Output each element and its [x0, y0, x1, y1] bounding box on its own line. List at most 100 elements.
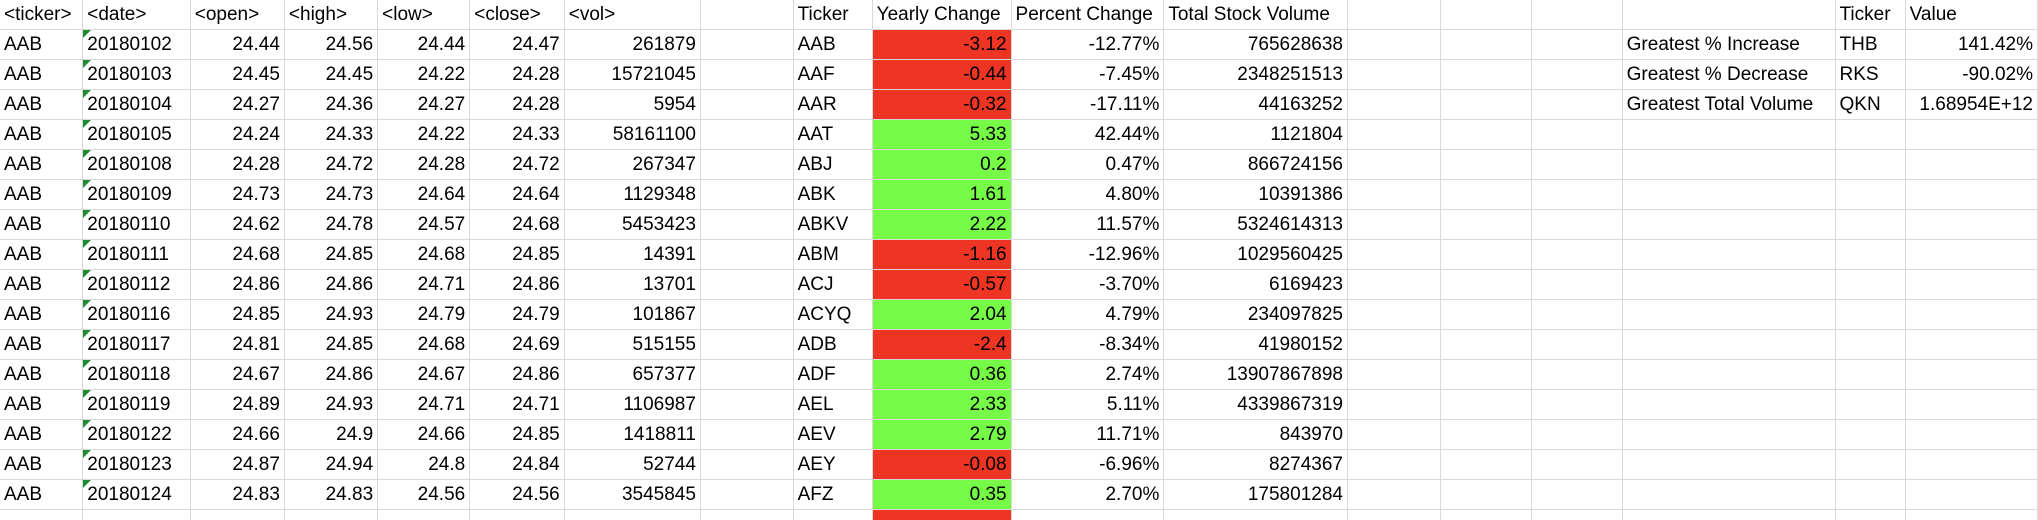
low-cell[interactable]: 24.64	[377, 179, 471, 210]
close-cell[interactable]: 24.69	[469, 329, 565, 360]
vol-cell[interactable]: 1106987	[564, 389, 701, 420]
yearly-change-cell[interactable]: 1.61	[872, 179, 1012, 210]
greatest-label-cell[interactable]: Greatest Total Volume	[1622, 89, 1836, 120]
vol-cell[interactable]: 3545845	[564, 479, 701, 510]
empty-cell[interactable]	[564, 509, 701, 520]
high-cell[interactable]: 24.78	[284, 209, 379, 240]
greatest-ticker-cell[interactable]: THB	[1835, 29, 1906, 60]
greatest-value-cell[interactable]: -90.02%	[1905, 59, 2038, 90]
total-volume-cell[interactable]: 10391386	[1163, 179, 1348, 210]
date-cell[interactable]: 20180110	[82, 209, 191, 240]
empty-cell[interactable]	[1905, 299, 2038, 330]
summary-ticker-cell[interactable]: ABJ	[793, 149, 873, 180]
open-cell[interactable]: 24.85	[190, 299, 285, 330]
empty-cell[interactable]	[1440, 419, 1532, 450]
empty-cell[interactable]	[700, 149, 794, 180]
empty-cell[interactable]	[1347, 239, 1441, 270]
empty-cell[interactable]	[1347, 29, 1441, 60]
empty-cell[interactable]	[1622, 359, 1836, 390]
date-cell[interactable]: 20180103	[82, 59, 191, 90]
high-cell[interactable]: 24.85	[284, 329, 379, 360]
empty-cell[interactable]	[700, 239, 794, 270]
low-cell[interactable]: 24.68	[377, 329, 471, 360]
percent-change-cell[interactable]: -12.96%	[1011, 239, 1165, 270]
summary-header-cell[interactable]: Total Stock Volume	[1163, 0, 1348, 30]
vol-cell[interactable]: 15721045	[564, 59, 701, 90]
percent-change-cell[interactable]: 4.79%	[1011, 299, 1165, 330]
ticker-cell[interactable]: AAB	[0, 119, 84, 150]
empty-cell[interactable]	[1835, 479, 1906, 510]
empty-cell[interactable]	[1622, 209, 1836, 240]
empty-cell[interactable]	[1531, 359, 1623, 390]
empty-cell[interactable]	[1531, 389, 1623, 420]
raw-header-cell[interactable]: <open>	[190, 0, 285, 30]
yearly-change-cell[interactable]: 0.35	[872, 479, 1012, 510]
empty-cell[interactable]	[1835, 239, 1906, 270]
yearly-change-cell[interactable]: -0.57	[872, 269, 1012, 300]
vol-cell[interactable]: 101867	[564, 299, 701, 330]
summary-ticker-cell[interactable]: AFZ	[793, 479, 873, 510]
empty-cell[interactable]	[700, 89, 794, 120]
empty-cell[interactable]	[1440, 299, 1532, 330]
greatest-ticker-cell[interactable]: RKS	[1835, 59, 1906, 90]
close-cell[interactable]: 24.86	[469, 359, 565, 390]
empty-cell[interactable]	[1835, 149, 1906, 180]
percent-change-cell[interactable]: 2.74%	[1011, 359, 1165, 390]
percent-change-cell[interactable]: -8.34%	[1011, 329, 1165, 360]
empty-cell[interactable]	[1622, 299, 1836, 330]
empty-cell[interactable]	[1622, 479, 1836, 510]
vol-cell[interactable]: 52744	[564, 449, 701, 480]
yearly-change-cell[interactable]: 2.79	[872, 419, 1012, 450]
open-cell[interactable]: 24.89	[190, 389, 285, 420]
percent-change-cell[interactable]: -7.45%	[1011, 59, 1165, 90]
empty-cell[interactable]	[793, 509, 873, 520]
open-cell[interactable]: 24.87	[190, 449, 285, 480]
empty-cell[interactable]	[1531, 149, 1623, 180]
summary-ticker-cell[interactable]: AEY	[793, 449, 873, 480]
ticker-cell[interactable]: AAB	[0, 389, 84, 420]
empty-cell[interactable]	[1835, 359, 1906, 390]
empty-cell[interactable]	[1835, 299, 1906, 330]
empty-cell[interactable]	[1440, 59, 1532, 90]
empty-cell[interactable]	[700, 179, 794, 210]
empty-cell[interactable]	[1531, 179, 1623, 210]
empty-cell[interactable]	[700, 509, 794, 520]
date-cell[interactable]: 20180105	[82, 119, 191, 150]
empty-cell[interactable]	[1835, 209, 1906, 240]
empty-cell[interactable]	[1347, 299, 1441, 330]
ticker-cell[interactable]: AAB	[0, 209, 84, 240]
close-cell[interactable]: 24.28	[469, 89, 565, 120]
empty-cell[interactable]	[1347, 419, 1441, 450]
summary-ticker-cell[interactable]: ABM	[793, 239, 873, 270]
yearly-change-cell[interactable]: -0.32	[872, 89, 1012, 120]
high-cell[interactable]: 24.86	[284, 359, 379, 390]
empty-cell[interactable]	[700, 119, 794, 150]
empty-cell[interactable]	[1440, 269, 1532, 300]
yearly-change-cell[interactable]: 5.33	[872, 119, 1012, 150]
empty-cell[interactable]	[1531, 419, 1623, 450]
yearly-change-cell[interactable]: -0.08	[872, 449, 1012, 480]
percent-change-cell[interactable]: 5.11%	[1011, 389, 1165, 420]
open-cell[interactable]: 24.24	[190, 119, 285, 150]
empty-cell[interactable]	[1905, 449, 2038, 480]
ticker-cell[interactable]: AAB	[0, 269, 84, 300]
empty-cell[interactable]	[700, 449, 794, 480]
empty-cell[interactable]	[700, 329, 794, 360]
empty-cell[interactable]	[1347, 449, 1441, 480]
empty-cell[interactable]	[1347, 209, 1441, 240]
summary-header-cell[interactable]: Percent Change	[1011, 0, 1165, 30]
vol-cell[interactable]: 5453423	[564, 209, 701, 240]
empty-cell[interactable]	[1531, 0, 1623, 30]
empty-cell[interactable]	[1622, 179, 1836, 210]
empty-cell[interactable]	[1531, 59, 1623, 90]
high-cell[interactable]: 24.73	[284, 179, 379, 210]
total-volume-cell[interactable]: 6169423	[1163, 269, 1348, 300]
low-cell[interactable]: 24.28	[377, 149, 471, 180]
total-volume-cell[interactable]: 8274367	[1163, 449, 1348, 480]
empty-cell[interactable]	[1440, 89, 1532, 120]
close-cell[interactable]: 24.79	[469, 299, 565, 330]
empty-cell[interactable]	[1011, 509, 1165, 520]
empty-cell[interactable]	[1440, 359, 1532, 390]
open-cell[interactable]: 24.45	[190, 59, 285, 90]
summary-header-cell[interactable]: Ticker	[793, 0, 873, 30]
